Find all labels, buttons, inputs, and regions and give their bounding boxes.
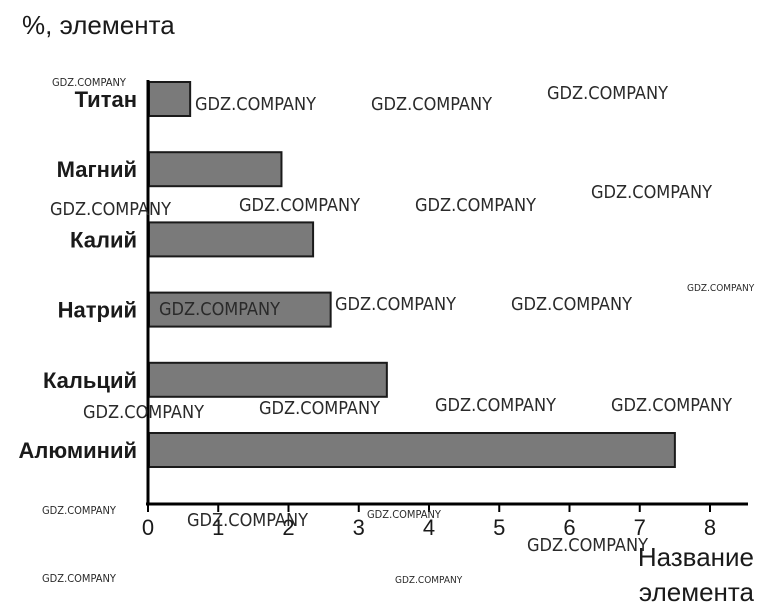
x-tick-label: 0 [142,515,154,540]
category-label: Алюминий [19,438,138,463]
bars-layer [148,81,676,468]
watermark: GDZ.COMPANY [42,572,117,585]
watermark: GDZ.COMPANY [527,535,648,556]
category-labels: Титан Магний Калий Натрий Кальций Алюминий [19,87,138,463]
watermark: GDZ.COMPANY [547,83,668,104]
x-tick-label: 5 [493,515,505,540]
watermark: GDZ.COMPANY [50,199,171,220]
bar [148,361,388,398]
bar [148,432,676,468]
watermark: GDZ.COMPANY [52,76,127,89]
watermark: GDZ.COMPANY [83,402,204,423]
watermark: GDZ.COMPANY [511,294,632,315]
x-tick-label: 8 [704,515,716,540]
category-label: Кальций [43,368,137,393]
watermark: GDZ.COMPANY [415,195,536,216]
watermark: GDZ.COMPANY [395,575,463,586]
x-axis-ticks: 0 1 2 3 4 5 6 7 8 [142,504,716,540]
x-tick-label: 4 [423,515,435,540]
watermark: GDZ.COMPANY [259,398,380,419]
x-tick-label: 6 [563,515,575,540]
bar [148,221,315,258]
x-tick-label: 7 [634,515,646,540]
watermark: GDZ.COMPANY [335,294,456,315]
x-tick-label: 2 [282,515,294,540]
watermark: GDZ.COMPANY [435,395,556,416]
category-label: Калий [70,227,137,252]
x-tick-label: 3 [353,515,365,540]
watermark: GDZ.COMPANY [187,510,308,531]
watermark-layer: GDZ.COMPANY GDZ.COMPANY GDZ.COMPANY GDZ.… [42,76,755,586]
bar [148,151,283,188]
x-axis-title-line-2: элемента [639,577,755,607]
watermark: GDZ.COMPANY [591,182,712,203]
watermark: GDZ.COMPANY [611,395,732,416]
watermark: GDZ.COMPANY [371,94,492,115]
x-tick-label: 1 [212,515,224,540]
watermark: GDZ.COMPANY [239,195,360,216]
bar [148,81,192,117]
watermark: GDZ.COMPANY [42,504,117,517]
x-axis-title-line-1: Название [638,542,754,572]
category-label: Титан [75,87,137,112]
watermark: GDZ.COMPANY [195,94,316,115]
watermark: GDZ.COMPANY [159,299,280,320]
category-label: Натрий [58,298,137,323]
watermark: GDZ.COMPANY [367,508,442,521]
watermark: GDZ.COMPANY [687,283,755,294]
y-axis-title: %, элемента [22,10,175,40]
category-label: Магний [57,157,137,182]
